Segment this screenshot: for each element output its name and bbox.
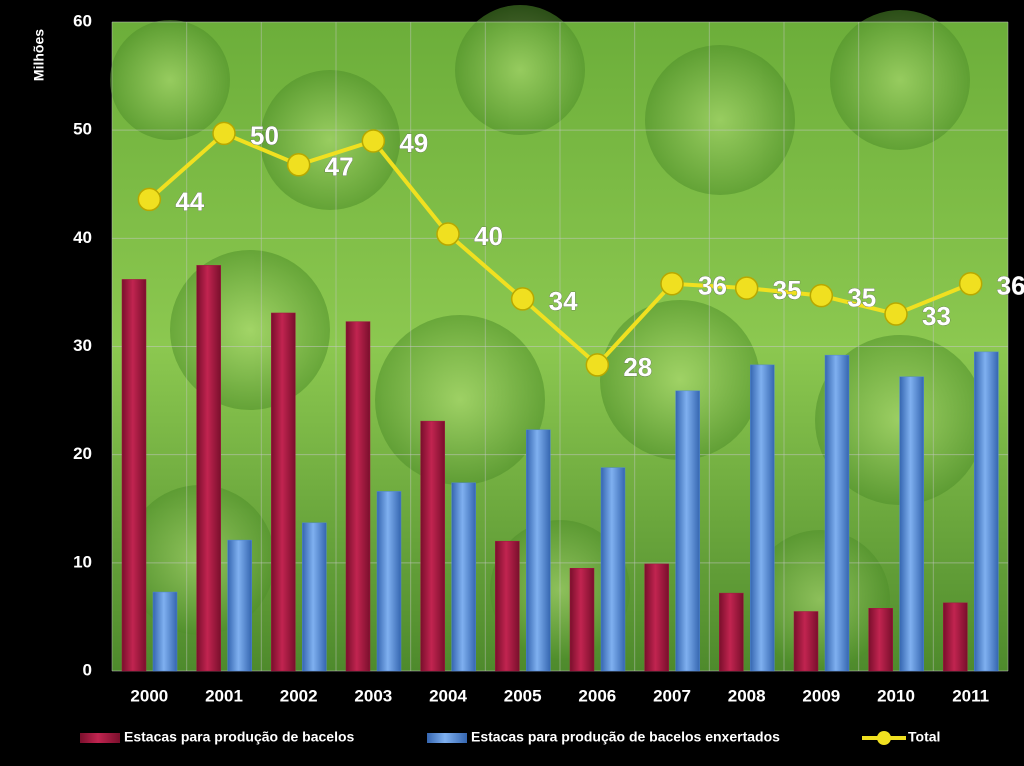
y-tick-label: 50	[73, 120, 92, 139]
bar	[526, 429, 551, 672]
y-tick-label: 40	[73, 228, 92, 247]
bar	[271, 312, 296, 672]
y-tick-label: 30	[73, 336, 92, 355]
legend-swatch	[427, 733, 467, 743]
data-label: 47	[325, 152, 354, 182]
y-tick-label: 10	[73, 552, 92, 571]
y-tick-label: 20	[73, 444, 92, 463]
x-tick-label: 2006	[578, 686, 616, 705]
bar	[675, 390, 700, 672]
bar	[302, 522, 327, 672]
data-label: 35	[773, 275, 802, 305]
x-tick-label: 2009	[802, 686, 840, 705]
data-label: 49	[399, 128, 428, 158]
x-tick-label: 2000	[130, 686, 168, 705]
total-marker	[212, 121, 236, 146]
y-axis-title: Milhões	[31, 29, 47, 81]
data-label: 35	[847, 283, 876, 313]
total-marker	[436, 222, 460, 246]
bar	[750, 364, 775, 672]
bar	[600, 467, 626, 672]
total-marker	[660, 272, 684, 296]
data-label: 36	[997, 271, 1024, 301]
y-tick-label: 0	[83, 660, 92, 679]
bar	[974, 351, 999, 672]
bar	[196, 265, 221, 672]
x-tick-label: 2003	[354, 686, 392, 705]
bar	[495, 540, 520, 672]
data-label: 40	[474, 221, 503, 251]
legend-label: Total	[908, 729, 940, 745]
x-tick-label: 2004	[429, 686, 467, 705]
total-marker	[958, 272, 983, 296]
x-tick-label: 2008	[728, 686, 766, 705]
legend-label: Estacas para produção de bacelos	[124, 729, 355, 745]
bar	[345, 321, 371, 672]
bar	[793, 611, 819, 672]
x-tick-label: 2010	[877, 686, 915, 705]
x-tick-label: 2005	[504, 686, 542, 705]
total-marker	[884, 302, 908, 326]
x-tick-label: 2007	[653, 686, 691, 705]
total-marker	[734, 276, 759, 300]
bar	[824, 354, 850, 672]
bar	[152, 591, 178, 672]
total-line	[148, 131, 972, 368]
total-marker	[585, 353, 610, 377]
data-label: 33	[922, 301, 951, 331]
bar	[227, 539, 252, 672]
bar	[376, 491, 402, 672]
legend-swatch	[80, 733, 120, 743]
data-label: 34	[549, 286, 578, 316]
bar	[943, 602, 968, 672]
legend-marker	[877, 731, 891, 745]
bar	[121, 279, 147, 672]
data-label: 44	[175, 186, 204, 216]
y-tick-label: 60	[73, 11, 92, 30]
bar	[899, 376, 924, 672]
bar	[719, 592, 744, 672]
total-marker	[809, 283, 834, 308]
bar	[868, 608, 893, 672]
bar	[569, 567, 595, 672]
data-label: 28	[623, 352, 652, 382]
x-tick-label: 2001	[205, 686, 243, 705]
bar	[420, 420, 445, 672]
bar	[451, 482, 476, 672]
data-label: 36	[698, 271, 727, 301]
total-marker	[510, 287, 535, 311]
legend-label: Estacas para produção de bacelos enxerta…	[471, 729, 780, 745]
total-marker	[361, 129, 386, 153]
x-tick-label: 2011	[952, 686, 989, 705]
total-marker	[286, 153, 311, 177]
total-marker	[137, 187, 162, 212]
data-label: 50	[250, 120, 279, 150]
x-tick-label: 2002	[280, 686, 318, 705]
bar	[644, 563, 669, 672]
